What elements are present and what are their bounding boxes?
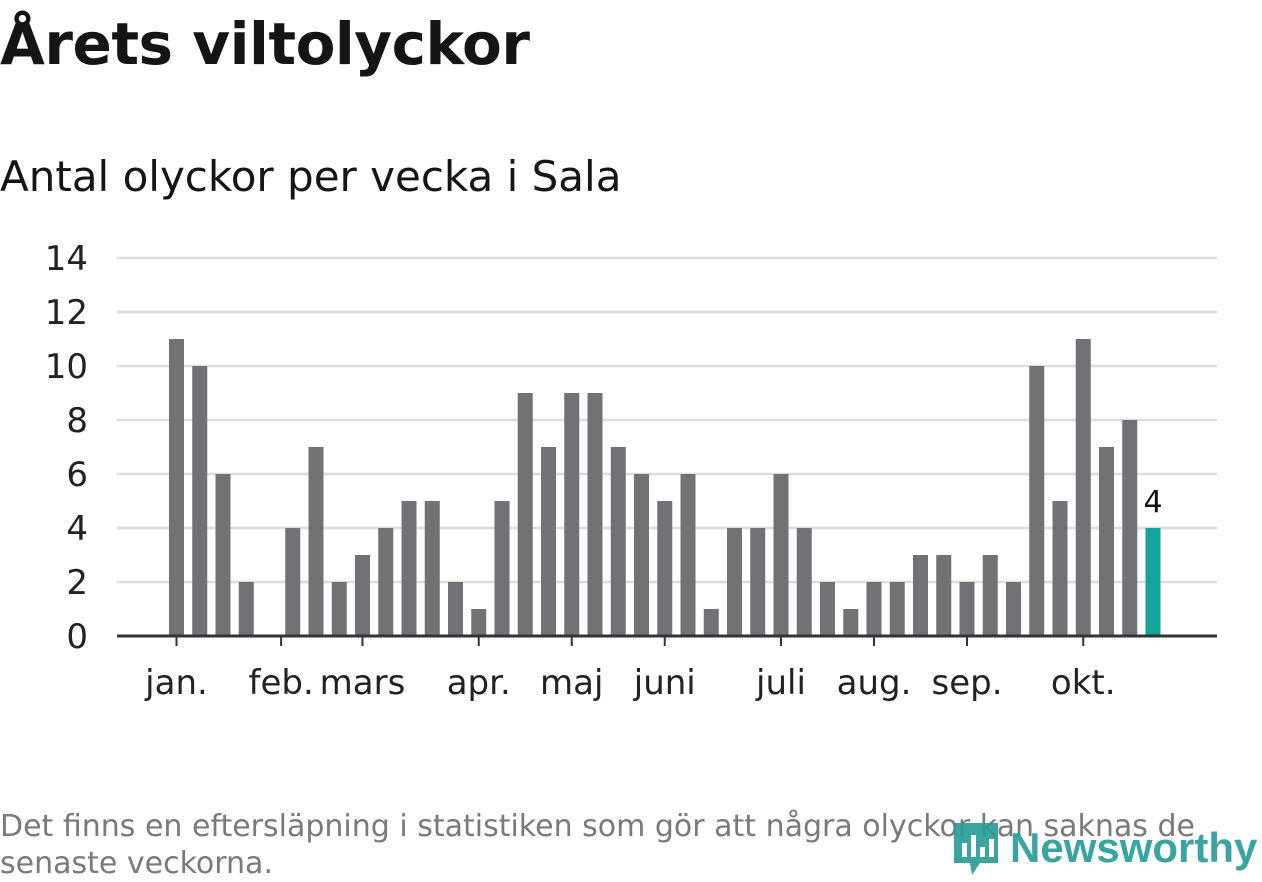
- bar: [587, 393, 603, 636]
- bar: [634, 474, 649, 636]
- chart-title: Årets viltolyckor: [0, 10, 530, 78]
- bar: [610, 447, 626, 636]
- x-tick-label: feb.: [248, 663, 313, 703]
- bar: [401, 501, 417, 636]
- y-tick-label: 14: [45, 239, 88, 279]
- bar: [1029, 366, 1045, 636]
- x-tick-label: apr.: [447, 663, 511, 703]
- bar: [564, 393, 580, 636]
- x-tick-label: jan.: [144, 663, 208, 703]
- bar: [1075, 339, 1091, 636]
- bar: [982, 555, 998, 636]
- y-tick-label: 8: [66, 401, 88, 441]
- y-tick-label: 4: [66, 509, 88, 549]
- bar: [913, 555, 928, 636]
- bar: [215, 474, 231, 636]
- bar: [703, 609, 719, 636]
- y-tick-label: 6: [66, 455, 88, 495]
- bar: [959, 582, 975, 636]
- x-tick-label: maj: [540, 663, 603, 703]
- bar-highlight: [1145, 528, 1161, 636]
- data-label: 4: [1143, 485, 1162, 520]
- bar: [796, 528, 812, 636]
- bar: [1006, 582, 1021, 636]
- bar: [494, 501, 510, 636]
- x-tick-label: mars: [320, 663, 406, 703]
- x-tick-label: juli: [755, 663, 806, 703]
- newsworthy-logo-icon: [954, 823, 998, 875]
- bar: [750, 528, 766, 636]
- bar: [680, 474, 696, 636]
- bar: [541, 447, 556, 636]
- x-tick-label: okt.: [1051, 663, 1116, 703]
- bar: [308, 447, 324, 636]
- x-tick-label: sep.: [931, 663, 1002, 703]
- x-tick-label: aug.: [837, 663, 912, 703]
- bar: [378, 528, 394, 636]
- y-tick-label: 2: [66, 563, 88, 603]
- bar: [773, 474, 789, 636]
- newsworthy-logo-text: Newsworthy: [1010, 824, 1258, 871]
- bar: [657, 501, 673, 636]
- bar: [471, 609, 487, 636]
- y-tick-label: 10: [45, 347, 88, 387]
- x-tick-label: juni: [633, 663, 696, 703]
- bar: [355, 555, 370, 636]
- bar: [192, 366, 208, 636]
- chart-subtitle: Antal olyckor per vecka i Sala: [0, 152, 622, 201]
- bar: [820, 582, 835, 636]
- bar-chart: 0 2 4 6 8 10 12 14 4 jan. feb. mars apr. maj juni juli a…: [45, 239, 1217, 703]
- bar: [866, 582, 882, 636]
- bar: [1099, 447, 1114, 636]
- y-tick-label: 12: [45, 293, 88, 333]
- bar: [889, 582, 905, 636]
- bar: [331, 582, 347, 636]
- bar: [238, 582, 254, 636]
- bar: [843, 609, 859, 636]
- bar: [517, 393, 533, 636]
- bar: [1052, 501, 1068, 636]
- bar: [448, 582, 463, 636]
- bar: [285, 528, 301, 636]
- newsworthy-logo: Newsworthy: [950, 818, 1262, 878]
- bar: [424, 501, 440, 636]
- y-tick-label: 0: [66, 617, 88, 657]
- bar: [727, 528, 742, 636]
- bar: [1122, 420, 1138, 636]
- bar: [169, 339, 184, 636]
- bar: [936, 555, 952, 636]
